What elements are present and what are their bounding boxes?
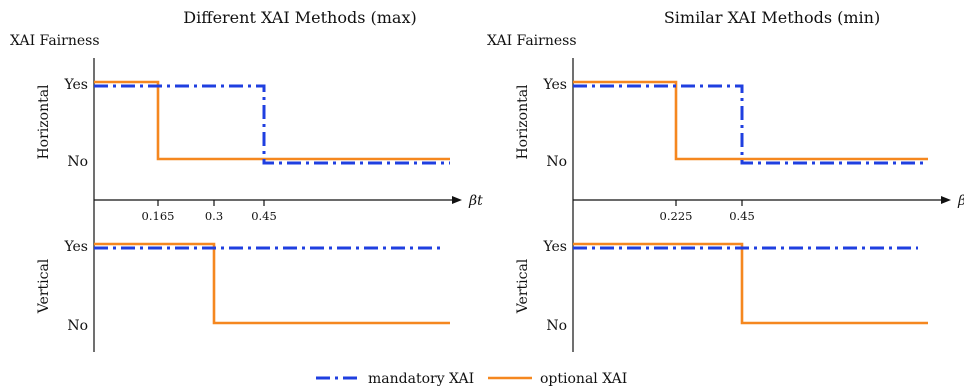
y-tick-label-yes: Yes <box>64 77 89 93</box>
y-tick-label-no: No <box>546 154 567 170</box>
x-tick-label: 0.45 <box>729 209 755 223</box>
chart-title: Different XAI Methods (max) <box>183 8 416 27</box>
legend: mandatory XAI optional XAI <box>316 371 627 387</box>
x-tick-label: 0.3 <box>205 209 223 223</box>
x-tick-label: 0.45 <box>251 209 277 223</box>
chart-panel-1: Different XAI Methods (max) XAI Fairness β… <box>10 8 483 352</box>
x-axis-arrow <box>941 196 951 204</box>
series-optional-vertical <box>573 242 928 325</box>
y-axis-label: XAI Fairness <box>487 33 577 49</box>
x-tick-label: 0.165 <box>142 209 175 223</box>
y-tick-label-no: No <box>67 318 88 334</box>
subplot-label-horizontal: Horizontal <box>515 84 531 160</box>
y-tick-label-yes: Yes <box>543 77 568 93</box>
y-tick-label-yes: Yes <box>64 239 89 255</box>
series-optional-vertical <box>94 242 450 325</box>
x-tick-label: 0.225 <box>660 209 693 223</box>
series-mandatory-horizontal <box>573 84 928 165</box>
y-axis-label: XAI Fairness <box>10 33 100 49</box>
chart-panel-2: Similar XAI Methods (min) XAI Fairness βt 0… <box>487 8 964 352</box>
series-optional-horizontal <box>94 80 450 161</box>
x-axis-label: βt <box>468 193 483 209</box>
x-axis-label: βt <box>957 193 964 209</box>
x-axis-arrow <box>452 196 462 204</box>
subplot-label-vertical: Vertical <box>36 258 52 314</box>
y-tick-label-yes: Yes <box>543 239 568 255</box>
legend-optional-label: optional XAI <box>540 371 627 387</box>
y-tick-label-no: No <box>546 318 567 334</box>
subplot-label-horizontal: Horizontal <box>36 84 52 160</box>
subplot-label-vertical: Vertical <box>515 258 531 314</box>
y-tick-label-no: No <box>67 154 88 170</box>
legend-mandatory-label: mandatory XAI <box>368 371 474 387</box>
chart-title: Similar XAI Methods (min) <box>664 8 880 27</box>
series-optional-horizontal <box>573 80 928 161</box>
series-mandatory-horizontal <box>94 84 450 165</box>
